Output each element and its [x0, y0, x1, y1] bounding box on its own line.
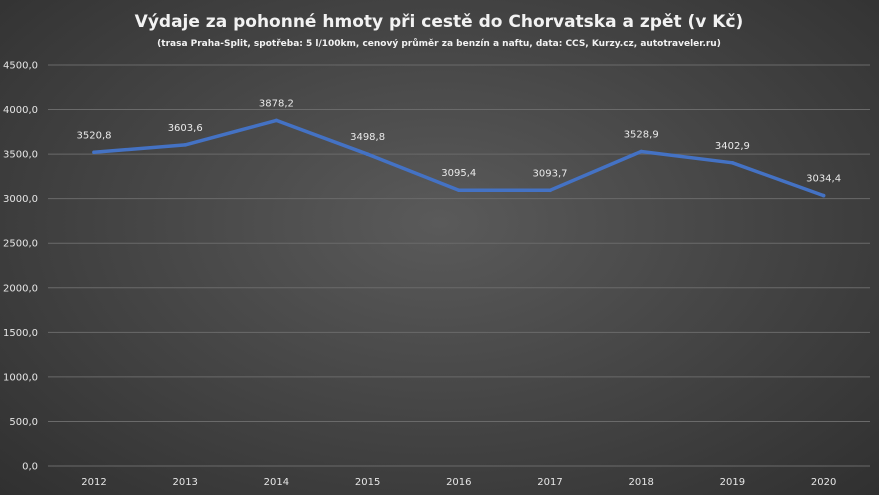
data-point [730, 160, 735, 165]
data-point [183, 143, 187, 147]
data-labels: 3520,8 3603,6 3878,2 3498,8 3095,4 3093,7 3528… [77, 98, 842, 184]
x-tick-label: 2019 [720, 477, 745, 488]
data-point [457, 188, 461, 192]
data-label: 3520,8 [77, 130, 112, 141]
data-label: 3095,4 [441, 168, 476, 179]
x-tick-label: 2018 [628, 477, 653, 488]
x-tick-label: 2020 [811, 477, 836, 488]
data-point [92, 150, 96, 155]
y-axis: 0,0 500,0 1000,0 1500,0 2000,0 2500,0 3000,0 35… [3, 61, 38, 473]
data-label: 3528,9 [624, 130, 659, 141]
x-tick-label: 2017 [537, 477, 562, 488]
x-axis: 2012 2013 2014 2015 2016 2017 2018 2019 2020 [81, 477, 836, 488]
y-tick-label: 0,0 [22, 462, 38, 473]
data-label: 3498,8 [350, 132, 385, 143]
y-tick-label: 2500,0 [3, 239, 38, 250]
data-point [548, 188, 552, 193]
x-tick-label: 2014 [264, 477, 289, 488]
data-label: 3878,2 [259, 98, 294, 109]
series-line [92, 118, 826, 198]
y-tick-label: 4000,0 [3, 105, 38, 116]
data-point [639, 149, 643, 154]
gridlines [48, 64, 870, 467]
data-point [365, 152, 370, 157]
y-tick-label: 2000,0 [3, 283, 38, 294]
data-point [821, 193, 826, 198]
data-point [274, 118, 279, 123]
data-series [92, 118, 826, 198]
y-tick-label: 3500,0 [3, 150, 38, 161]
y-tick-label: 4500,0 [3, 61, 38, 72]
x-tick-label: 2013 [172, 477, 197, 488]
chart-title: Výdaje za pohonné hmoty při cestě do Cho… [135, 12, 744, 32]
data-label: 3093,7 [533, 168, 568, 179]
data-label: 3603,6 [168, 123, 203, 134]
y-tick-label: 1500,0 [3, 328, 38, 339]
chart-subtitle: (trasa Praha-Split, spotřeba: 5 l/100km,… [157, 38, 721, 49]
x-tick-label: 2016 [446, 477, 471, 488]
y-tick-label: 3000,0 [3, 194, 38, 205]
data-label: 3034,4 [806, 174, 841, 185]
y-tick-label: 1000,0 [3, 372, 38, 383]
data-label: 3402,9 [715, 141, 750, 152]
x-tick-label: 2012 [81, 477, 106, 488]
y-tick-label: 500,0 [9, 417, 38, 428]
x-tick-label: 2015 [355, 477, 380, 488]
